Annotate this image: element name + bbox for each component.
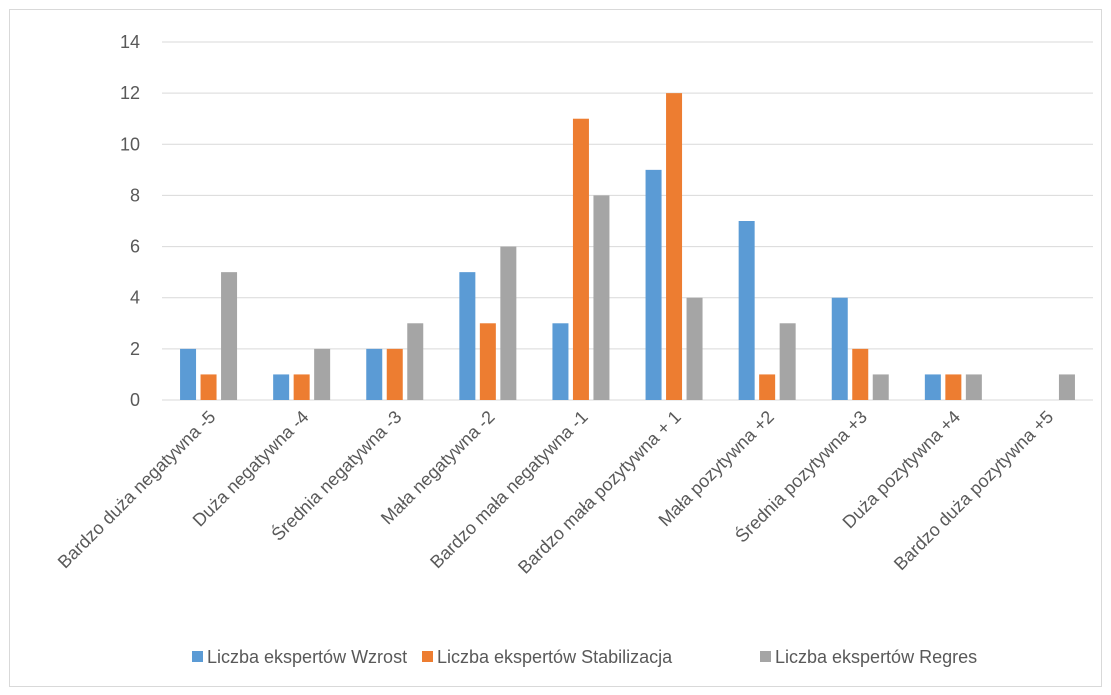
y-tick-label: 0 (130, 390, 140, 410)
bar-series-2-cat-9 (1058, 374, 1075, 400)
bar-series-2-cat-6 (779, 323, 796, 400)
bar-series-0-cat-8 (924, 374, 941, 400)
legend-swatch (760, 651, 771, 662)
x-category-label: Bardzo mała pozytywna + 1 (514, 407, 685, 578)
bar-series-1-cat-8 (945, 374, 962, 400)
legend: Liczba ekspertów Wzrost Liczba ekspertów … (192, 647, 977, 667)
legend-label: Liczba ekspertów Regres (775, 647, 977, 667)
y-tick-label: 6 (130, 237, 140, 257)
x-category-label: Bardzo mała negatywna -1 (426, 407, 592, 573)
bar-series-0-cat-3 (459, 272, 476, 400)
legend-swatch (192, 651, 203, 662)
x-category-label: Bardzo duża pozytywna +5 (890, 407, 1057, 574)
bar-series-1-cat-2 (386, 348, 403, 400)
y-tick-label: 12 (120, 83, 140, 103)
y-tick-label: 4 (130, 288, 140, 308)
bar-series-0-cat-5 (645, 169, 662, 400)
bar-series-2-cat-1 (314, 348, 331, 400)
bar-series-2-cat-8 (965, 374, 982, 400)
bar-series-1-cat-0 (200, 374, 217, 400)
bar-series-0-cat-4 (552, 323, 569, 400)
bar-series-2-cat-2 (407, 323, 424, 400)
bar-series-2-cat-3 (500, 246, 517, 400)
gridlines (162, 41, 1093, 401)
y-tick-label: 10 (120, 134, 140, 154)
y-tick-label: 8 (130, 185, 140, 205)
y-tick-label: 2 (130, 339, 140, 359)
legend-label: Liczba ekspertów Wzrost (207, 647, 407, 667)
bar-series-0-cat-2 (366, 348, 383, 400)
bar-series-0-cat-7 (831, 297, 848, 400)
y-tick-label: 14 (120, 32, 140, 52)
bar-series-1-cat-5 (666, 93, 683, 401)
bar-series-2-cat-4 (593, 195, 610, 400)
bar-series-1-cat-1 (293, 374, 310, 400)
bar-series-1-cat-3 (479, 323, 496, 400)
bar-series-1-cat-4 (572, 118, 589, 400)
bar-series-2-cat-7 (872, 374, 889, 400)
y-axis-tick-labels: 0 2 4 6 8 10 12 14 (120, 32, 140, 410)
bar-series-2-cat-5 (686, 297, 703, 400)
bar-series-1-cat-7 (852, 348, 869, 400)
bar-series-2-cat-0 (221, 272, 238, 400)
bar-series-0-cat-1 (273, 374, 290, 400)
bar-series-1-cat-6 (759, 374, 776, 400)
bar-series-0-cat-0 (180, 348, 197, 400)
legend-swatch (422, 651, 433, 662)
x-category-label: Bardzo duża negatywna -5 (54, 407, 220, 573)
legend-label: Liczba ekspertów Stabilizacja (437, 647, 673, 667)
bar-series-0-cat-6 (738, 221, 755, 400)
bars (180, 93, 1075, 401)
